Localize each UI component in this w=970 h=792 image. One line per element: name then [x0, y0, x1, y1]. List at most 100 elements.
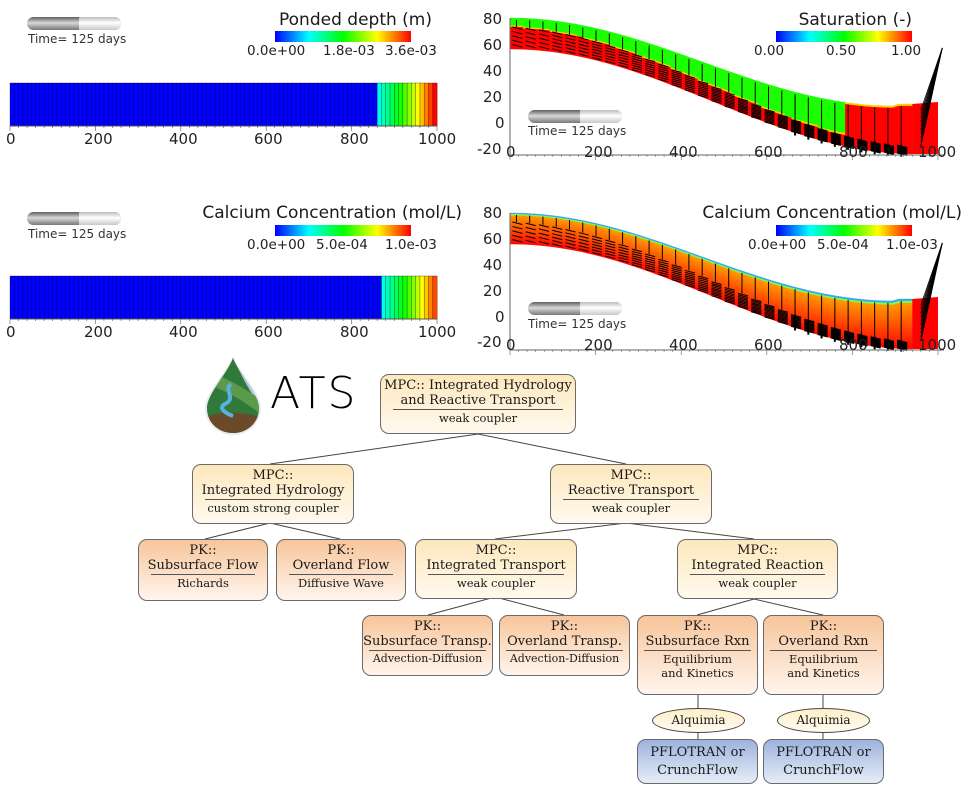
strip-cells [9, 82, 438, 131]
node-integrated-hydrology: MPC:: Integrated Hydrology custom strong… [192, 464, 354, 524]
velocity-arrow [804, 124, 815, 129]
x-tick: 1000 [918, 143, 957, 161]
velocity-arrow [897, 148, 908, 153]
node-title: Overland Rxn [778, 634, 869, 649]
node-title: PK:: [683, 619, 712, 634]
calcium-subsurface-field [509, 212, 944, 355]
node-subtitle: weak coupler [456, 576, 536, 590]
velocity-arrow [605, 47, 616, 51]
colorbar-max-label: 3.6e-03 [385, 43, 437, 59]
velocity-arrow [605, 44, 616, 49]
x-tick: 0 [506, 143, 516, 161]
velocity-arrow [618, 64, 629, 69]
velocity-arrow [644, 60, 656, 65]
velocity-arrow [698, 82, 709, 86]
velocity-arrow [804, 130, 815, 135]
node-subtitle: weak coupler [591, 501, 671, 515]
velocity-arrow [777, 125, 788, 129]
node-subtitle: Advection-Diffusion [372, 652, 483, 665]
velocity-arrow [671, 78, 682, 83]
node-subtitle: and Kinetics [787, 666, 860, 680]
velocity-arrow [724, 96, 735, 101]
velocity-arrow [591, 51, 603, 55]
velocity-arrow [684, 89, 696, 93]
colorbar-min-label: 0.0e+00 [247, 43, 306, 59]
velocity-arrow [644, 69, 656, 73]
velocity-arrow [920, 47, 943, 147]
colorbar-min-label: 0.0e+00 [247, 237, 306, 253]
velocity-arrow [724, 105, 735, 110]
node-reactive-transport: MPC:: Reactive Transport weak coupler [550, 464, 712, 524]
x-tick: 600 [254, 130, 283, 148]
velocity-arrow [804, 123, 815, 128]
velocity-arrow [631, 58, 642, 62]
field-layers [509, 212, 944, 355]
x-tick: 200 [84, 323, 113, 341]
velocity-arrow [897, 151, 908, 156]
velocity-arrow [764, 121, 775, 125]
velocity-arrow [565, 33, 576, 38]
velocity-arrow [724, 99, 735, 104]
velocity-arrow [631, 60, 642, 64]
y-tick: 60 [483, 36, 503, 54]
node-title: MPC:: [737, 543, 778, 558]
node-title: Subsurface Transp. [363, 634, 492, 649]
node-subtitle: Richards [177, 576, 229, 590]
y-tick: 40 [483, 62, 503, 80]
velocity-arrow [552, 45, 563, 49]
velocity-arrow [804, 135, 815, 139]
velocity-arrow [751, 112, 762, 117]
velocity-arrow [737, 111, 749, 115]
node-subtitle: Diffusive Wave [298, 576, 384, 590]
x-tick: 800 [340, 130, 369, 148]
velocity-arrow [658, 66, 669, 70]
velocity-arrow [631, 62, 642, 67]
time-indicator-icon [27, 212, 121, 225]
velocity-arrow [724, 98, 735, 102]
velocity-arrow [671, 71, 682, 75]
velocity-arrow [618, 48, 629, 53]
velocity-arrow [777, 122, 788, 127]
velocity-arrow [897, 144, 908, 149]
velocity-arrow [764, 120, 775, 124]
velocity-arrow [724, 92, 735, 96]
x-tick: 600 [254, 323, 283, 341]
colorbar-mid-label: 1.8e-03 [323, 43, 375, 59]
time-label: Time= 125 days [528, 124, 627, 138]
node-title: PK:: [189, 543, 217, 558]
velocity-arrow [897, 147, 908, 152]
node-subtitle: and Kinetics [661, 666, 734, 680]
node-divider [506, 650, 623, 651]
node-divider [393, 409, 563, 410]
velocity-arrow [618, 51, 629, 56]
velocity-arrow [538, 37, 550, 42]
velocity-arrow [724, 95, 735, 99]
velocity-arrow [538, 29, 550, 33]
engine-line: PFLOTRAN or [650, 745, 745, 760]
node-subsurface-flow: PK:: Subsurface Flow Richards [138, 539, 268, 601]
velocity-arrow [671, 84, 682, 88]
velocity-arrow [698, 87, 709, 92]
velocity-arrow [605, 57, 616, 62]
alquimia-left: Alquimia [652, 708, 745, 733]
time-indicator-icon [27, 17, 121, 30]
node-title: and Reactive Transport [400, 393, 556, 408]
velocity-arrow [737, 109, 749, 114]
velocity-arrow [711, 100, 722, 104]
velocity-arrow [711, 95, 722, 100]
velocity-arrow [751, 106, 762, 110]
velocity-arrow [711, 91, 722, 95]
velocity-arrow [565, 40, 576, 45]
velocity-arrow [644, 67, 656, 71]
node-divider [369, 650, 486, 651]
plot-title: Calcium Concentration (mol/L) [202, 203, 462, 223]
node-divider [151, 574, 255, 575]
velocity-arrow [525, 31, 536, 36]
node-title: PK:: [550, 619, 579, 634]
velocity-arrow [671, 80, 682, 84]
colorbar-min-label: 0.00 [754, 43, 785, 59]
velocity-arrow [578, 46, 589, 51]
colorbar-max-label: 1.0e-03 [385, 237, 437, 253]
node-divider [690, 574, 825, 575]
connector-line [494, 596, 565, 616]
